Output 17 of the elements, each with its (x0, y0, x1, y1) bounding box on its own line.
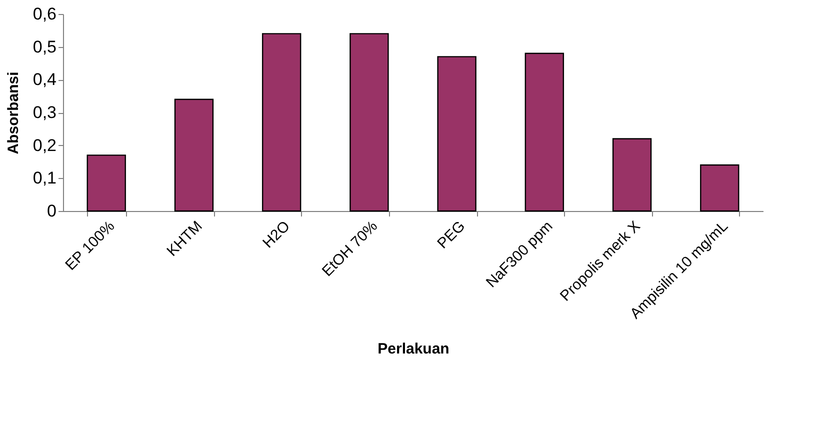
bar (700, 164, 740, 212)
y-tick-label: 0,2 (32, 136, 56, 155)
bar (262, 33, 302, 212)
y-tick-label: 0,3 (32, 103, 56, 122)
bar (612, 138, 652, 212)
x-axis-title: Perlakuan (378, 340, 450, 358)
y-tick-label: 0,4 (32, 70, 56, 90)
y-tick-label: 0,1 (32, 168, 56, 188)
y-tick-label: 0 (47, 202, 56, 220)
y-axis-title: Absorbansi (4, 72, 22, 154)
y-tick-label: 0,5 (32, 37, 56, 56)
bar (86, 154, 126, 212)
bar (524, 52, 564, 212)
y-tick-label: 0,6 (32, 4, 56, 24)
bar (174, 98, 214, 212)
bar (437, 56, 476, 212)
bar (350, 33, 389, 212)
